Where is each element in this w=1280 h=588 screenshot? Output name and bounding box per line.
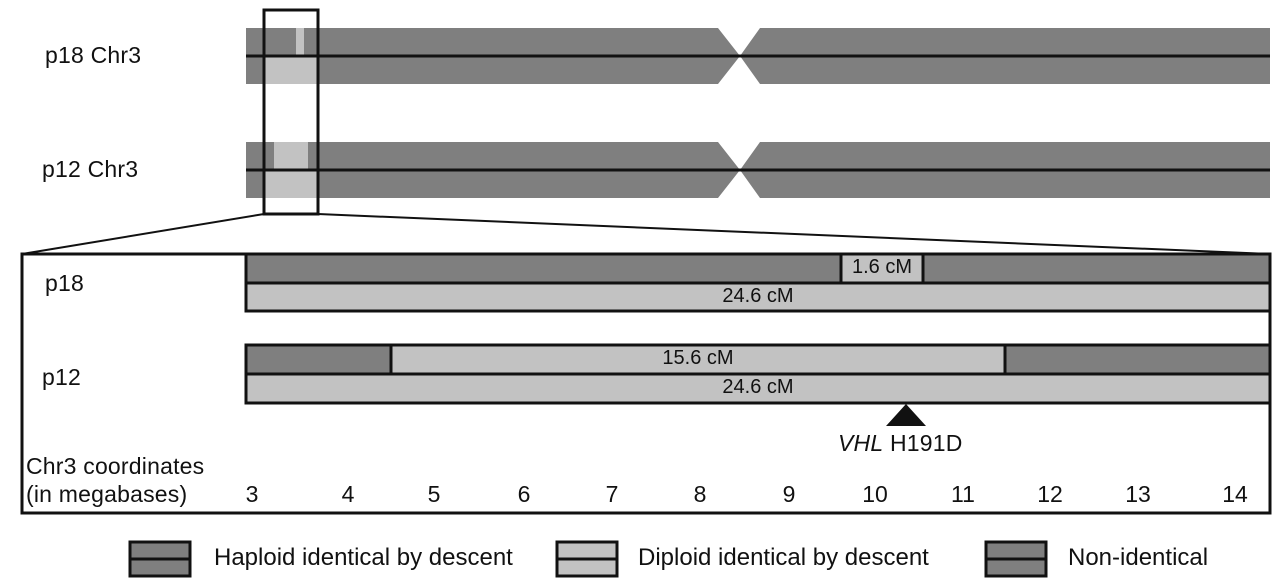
- p12-diploid-bar: [244, 372, 1272, 405]
- legend-diploid-label: Diploid identical by descent: [638, 544, 929, 571]
- legend-haploid-label: Haploid identical by descent: [214, 544, 513, 571]
- legend-swatch-haploid: [128, 540, 192, 578]
- p18-chromosome: [246, 28, 1270, 84]
- axis-tick-label: 14: [1222, 481, 1248, 507]
- legend-nonidentical-label: Non-identical: [1068, 544, 1209, 571]
- legend-swatch-diploid: [555, 540, 619, 578]
- p18-haploid-segment: [839, 252, 925, 285]
- axis-title-line1: Chr3 coordinates: [26, 453, 205, 479]
- axis-tick-label: 3: [245, 481, 259, 507]
- p12-row-label: p12: [42, 364, 81, 390]
- p18-segment-label: 1.6 cM: [851, 256, 913, 278]
- p12-diploid-region-upper: [274, 142, 308, 170]
- legend-swatch-nonidentical: [984, 540, 1048, 578]
- axis-tick-label: 9: [782, 481, 796, 507]
- axis-tick-label: 6: [517, 481, 531, 507]
- axis-tick-label: 7: [605, 481, 619, 507]
- p18-diploid-bar: [244, 281, 1272, 313]
- zoom-line-left: [21, 213, 265, 255]
- axis-tick-label: 8: [693, 481, 707, 507]
- mutation-marker-icon: [886, 404, 926, 426]
- axis-tick-label: 13: [1125, 481, 1151, 507]
- zoom-line-right: [317, 213, 1271, 255]
- mutation-gene: VHL: [838, 430, 884, 456]
- zoom-selection-box: [262, 8, 320, 216]
- p18-row-label: p18: [45, 270, 84, 296]
- p12-segment-label: 15.6 cM: [662, 347, 734, 369]
- axis-tick-label: 12: [1037, 481, 1063, 507]
- p18-diploid-region: [264, 56, 318, 84]
- p12-chromosome-label: p12 Chr3: [42, 156, 139, 182]
- axis-tick-label: 10: [862, 481, 888, 507]
- p12-diploid-label: 24.6 cM: [722, 376, 794, 398]
- p18-diploid-label: 24.6 cM: [722, 285, 794, 307]
- axis-tick-label: 11: [951, 481, 975, 507]
- axis-tick-label: 4: [341, 481, 355, 507]
- axis-tick-label: 5: [427, 481, 441, 507]
- p18-haploid-bar: [244, 252, 1272, 285]
- axis-title-line2: (in megabases): [26, 481, 188, 507]
- p12-chromosome: [246, 142, 1270, 198]
- mutation-label: VHL H191D: [838, 430, 963, 457]
- p18-diploid-region-upper: [296, 28, 304, 56]
- p18-chromosome-label: p18 Chr3: [45, 42, 142, 68]
- mutation-variant: H191D: [889, 430, 963, 456]
- p12-diploid-region: [264, 170, 318, 198]
